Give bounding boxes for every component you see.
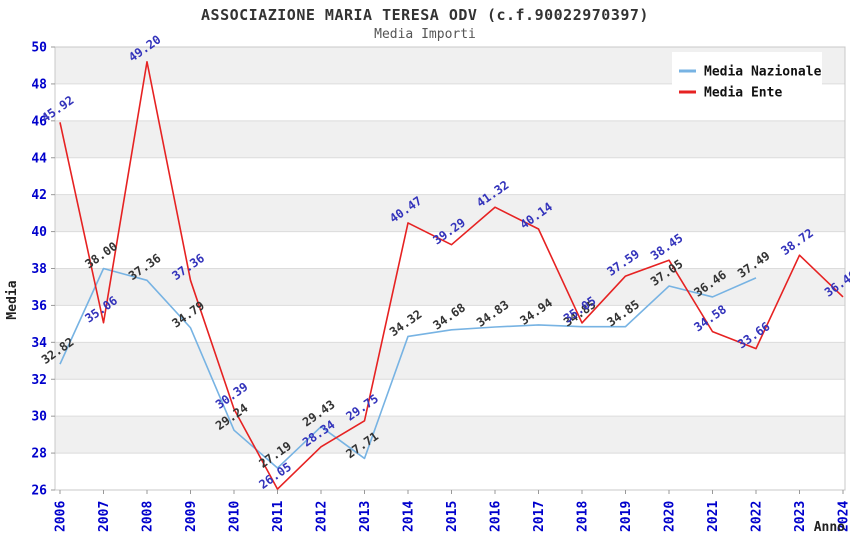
series-line-media-ente: [59, 60, 844, 490]
point-label-media-ente: 45.92: [39, 93, 77, 125]
y-tick-label: 34: [31, 336, 47, 351]
x-tick-label: 2015: [445, 501, 460, 532]
y-tick-label: 28: [31, 447, 47, 462]
chart-subtitle: Media Importi: [374, 27, 476, 42]
y-tick-label: 42: [31, 188, 47, 203]
y-tick-label: 44: [31, 151, 47, 166]
plot-band: [55, 342, 845, 380]
x-tick-label: 2010: [228, 501, 243, 532]
plot-band: [55, 194, 845, 232]
chart-title: ASSOCIAZIONE MARIA TERESA ODV (c.f.90022…: [201, 6, 649, 24]
plot-band: [55, 416, 845, 454]
y-tick-label: 46: [31, 114, 47, 129]
y-tick-label: 38: [31, 262, 47, 277]
x-tick-label: 2012: [315, 501, 330, 532]
y-tick-label: 48: [31, 77, 47, 92]
x-tick-label: 2023: [793, 501, 808, 532]
series-line-media-nazionale: [59, 267, 757, 469]
x-tick-label: 2024: [837, 501, 850, 532]
x-tick-label: 2008: [141, 501, 156, 532]
x-tick-label: 2020: [663, 501, 678, 532]
y-tick-label: 50: [31, 41, 47, 56]
point-label-media-ente: 38.45: [648, 231, 686, 263]
x-tick-label: 2013: [358, 501, 373, 532]
y-tick-label: 32: [31, 373, 47, 388]
y-tick-label: 40: [31, 225, 47, 240]
y-tick-label: 26: [31, 484, 47, 499]
x-tick-label: 2017: [532, 501, 547, 532]
y-tick-label: 30: [31, 410, 47, 425]
x-tick-label: 2022: [750, 501, 765, 532]
x-tick-label: 2006: [54, 501, 69, 532]
plot-band: [55, 120, 845, 158]
x-tick-label: 2007: [97, 501, 112, 532]
x-tick-label: 2018: [576, 501, 591, 532]
x-tick-label: 2011: [271, 501, 286, 532]
x-tick-label: 2014: [402, 501, 417, 532]
x-tick-label: 2009: [184, 501, 199, 532]
x-tick-label: 2019: [619, 501, 634, 532]
plot-band: [55, 268, 845, 306]
y-axis-title: Media: [5, 280, 20, 319]
legend-box: [672, 52, 822, 112]
legend-item-media-ente: Media Ente: [704, 86, 782, 101]
x-tick-label: 2021: [706, 501, 721, 532]
legend-item-media-nazionale: Media Nazionale: [704, 65, 822, 80]
x-tick-label: 2016: [489, 501, 504, 532]
y-tick-label: 36: [31, 299, 47, 314]
x-axis-title: Anno: [814, 520, 845, 535]
